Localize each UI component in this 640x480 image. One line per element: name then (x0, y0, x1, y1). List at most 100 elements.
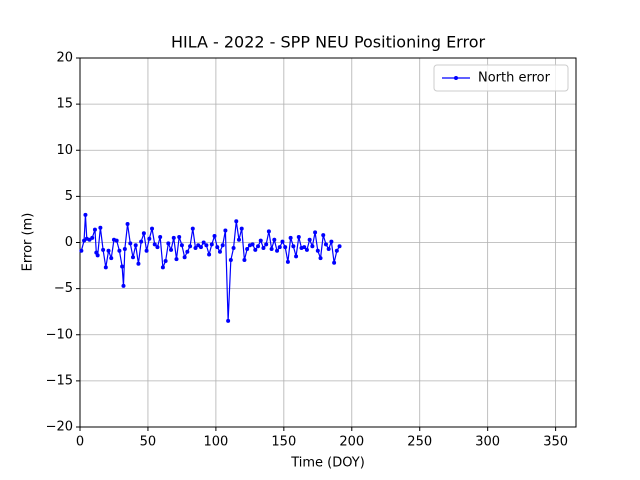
data-point (125, 222, 130, 227)
y-axis-label: Error (m) (21, 213, 36, 272)
data-point (79, 248, 84, 253)
data-point (296, 234, 301, 239)
data-point (326, 246, 331, 251)
data-point (275, 248, 280, 253)
data-point (120, 264, 125, 269)
data-point (315, 248, 320, 253)
legend-label: North error (478, 71, 551, 86)
data-point (285, 259, 290, 264)
data-point (231, 246, 236, 251)
data-point (258, 238, 263, 243)
x-tick-label: 200 (339, 435, 364, 450)
data-point (253, 247, 258, 252)
data-point (141, 231, 146, 236)
data-point (226, 318, 231, 323)
x-tick-label: 300 (475, 435, 500, 450)
data-point (261, 246, 266, 251)
data-point (106, 248, 111, 253)
y-tick-label: 0 (65, 235, 73, 250)
data-point (234, 219, 239, 224)
x-tick-label: 250 (407, 435, 432, 450)
data-point (103, 265, 108, 270)
data-point (90, 235, 95, 240)
data-point (323, 242, 328, 247)
data-point (160, 265, 165, 270)
data-point (209, 242, 214, 247)
data-point (179, 243, 184, 248)
data-point (155, 245, 160, 250)
data-point (256, 244, 261, 249)
data-point (92, 227, 97, 232)
data-point (83, 212, 88, 217)
x-tick-label: 350 (543, 435, 568, 450)
data-point (242, 258, 247, 263)
x-tick-label: 150 (271, 435, 296, 450)
data-point (334, 248, 339, 253)
data-point (310, 244, 315, 249)
y-tick-label: −10 (46, 327, 73, 342)
data-point (228, 258, 233, 263)
y-tick-label: −20 (46, 420, 73, 435)
data-point (144, 248, 149, 253)
data-point (212, 234, 217, 239)
data-point (169, 247, 174, 252)
y-tick-label: −5 (54, 281, 73, 296)
data-point (152, 242, 157, 247)
data-point (198, 245, 203, 250)
data-point (318, 256, 323, 261)
data-point (280, 239, 285, 244)
data-point (332, 260, 337, 265)
x-axis-label: Time (DOY) (290, 456, 365, 471)
data-point (95, 253, 100, 258)
x-tick-label: 100 (203, 435, 228, 450)
y-tick-label: −15 (46, 373, 73, 388)
data-point (133, 243, 138, 248)
data-point (337, 244, 342, 249)
legend-box (433, 64, 569, 92)
data-point (177, 234, 182, 239)
data-point (291, 244, 296, 249)
data-point (321, 233, 326, 238)
data-point (277, 245, 282, 250)
y-tick-label: 10 (56, 143, 73, 158)
data-point (236, 237, 241, 242)
data-point (223, 228, 228, 233)
data-point (304, 247, 309, 252)
data-point (98, 225, 103, 230)
x-tick-label: 50 (140, 435, 157, 450)
x-tick-label: 0 (76, 435, 84, 450)
y-tick-label: 15 (56, 97, 73, 112)
y-tick-label: 5 (65, 189, 73, 204)
data-point (136, 261, 141, 266)
data-point (101, 247, 106, 252)
legend-marker (454, 76, 458, 80)
data-point (121, 283, 126, 288)
data-point (201, 240, 206, 245)
data-point (288, 235, 293, 240)
data-point (283, 245, 288, 250)
data-line (80, 214, 341, 321)
data-point (294, 254, 299, 259)
data-point (313, 230, 318, 235)
data-point (269, 246, 274, 251)
data-point (122, 246, 127, 251)
data-point (147, 236, 152, 241)
data-point (171, 235, 176, 240)
data-point (182, 255, 187, 260)
data-point (163, 258, 168, 263)
data-point (190, 226, 195, 231)
data-point (185, 249, 190, 254)
data-point (114, 238, 119, 243)
data-point (130, 255, 135, 260)
data-point (266, 229, 271, 234)
plot-frame (79, 57, 577, 428)
data-point (174, 257, 179, 262)
data-point (109, 256, 114, 261)
data-point (217, 249, 222, 254)
data-point (272, 237, 277, 242)
data-point (128, 241, 133, 246)
data-point (207, 252, 212, 257)
data-point (204, 243, 209, 248)
data-point (250, 242, 255, 247)
